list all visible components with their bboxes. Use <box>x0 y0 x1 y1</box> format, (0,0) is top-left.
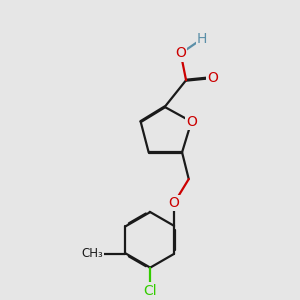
Text: O: O <box>186 115 197 129</box>
Text: H: H <box>197 32 207 46</box>
Text: CH₃: CH₃ <box>81 248 103 260</box>
Text: Cl: Cl <box>143 284 157 298</box>
Text: O: O <box>169 196 179 210</box>
Text: O: O <box>175 46 186 61</box>
Text: O: O <box>207 70 218 85</box>
